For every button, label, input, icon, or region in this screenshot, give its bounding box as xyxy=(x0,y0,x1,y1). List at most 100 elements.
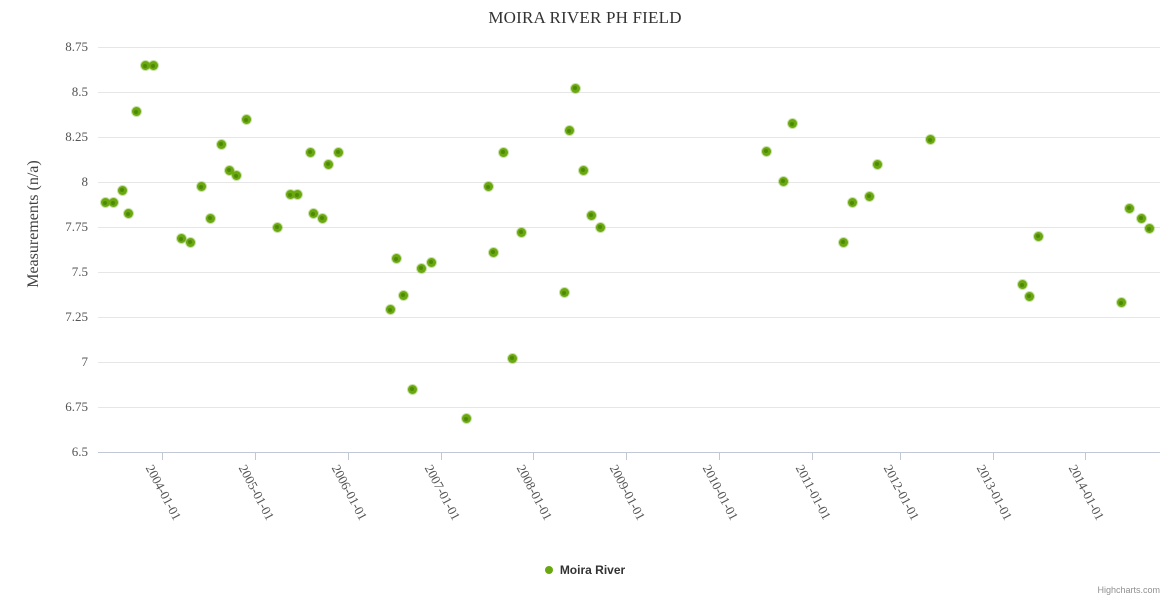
data-point[interactable] xyxy=(131,107,141,117)
x-axis-tick-label: 2004-01-01 xyxy=(142,462,185,523)
data-point[interactable] xyxy=(787,119,797,128)
data-point[interactable] xyxy=(570,83,580,93)
data-point[interactable] xyxy=(761,146,771,156)
data-point[interactable] xyxy=(323,159,333,169)
data-point[interactable] xyxy=(216,139,226,149)
data-point[interactable] xyxy=(100,198,110,208)
x-axis-tick xyxy=(441,453,442,460)
legend-item-label: Moira River xyxy=(559,562,626,577)
x-axis-tick-label: 2009-01-01 xyxy=(606,462,649,523)
data-point[interactable] xyxy=(108,198,118,208)
x-axis-tick-label: 2007-01-01 xyxy=(421,462,464,523)
data-point[interactable] xyxy=(416,263,426,273)
x-axis-tick-label: 2008-01-01 xyxy=(513,462,556,523)
data-point[interactable] xyxy=(498,147,508,157)
data-point[interactable] xyxy=(1116,298,1126,308)
data-point[interactable] xyxy=(847,198,857,208)
data-point[interactable] xyxy=(1024,291,1034,301)
credits-link[interactable]: Highcharts.com xyxy=(1097,585,1160,595)
data-point[interactable] xyxy=(117,185,127,195)
data-point[interactable] xyxy=(333,147,343,157)
data-point[interactable] xyxy=(241,115,251,125)
data-point[interactable] xyxy=(778,176,788,186)
gridline xyxy=(98,362,1160,363)
x-axis-tick-label: 2005-01-01 xyxy=(235,462,278,523)
x-axis-tick-label: 2012-01-01 xyxy=(880,462,923,523)
x-axis-tick xyxy=(162,453,163,460)
data-point[interactable] xyxy=(123,209,133,218)
data-point[interactable] xyxy=(595,222,605,232)
data-point[interactable] xyxy=(1017,280,1027,290)
data-point[interactable] xyxy=(483,182,493,191)
y-axis-tick-label: 8 xyxy=(81,174,89,189)
data-point[interactable] xyxy=(426,257,436,267)
data-point[interactable] xyxy=(308,209,318,218)
gridline xyxy=(98,407,1160,408)
data-point[interactable] xyxy=(140,61,150,71)
data-point[interactable] xyxy=(305,147,315,157)
gridline xyxy=(98,92,1160,93)
data-point[interactable] xyxy=(586,210,596,220)
gridline xyxy=(98,317,1160,318)
data-point[interactable] xyxy=(559,288,569,298)
data-point[interactable] xyxy=(578,165,588,175)
data-point[interactable] xyxy=(196,182,206,191)
data-point[interactable] xyxy=(148,61,158,71)
data-point[interactable] xyxy=(564,126,574,136)
data-point[interactable] xyxy=(461,414,471,424)
y-axis-tick-labels: 8.75 8.5 8.25 8 7.75 7.5 7.25 7 6.75 6.5 xyxy=(0,39,89,459)
data-point[interactable] xyxy=(516,227,526,237)
x-axis-tick-label: 2010-01-01 xyxy=(699,462,742,523)
data-point[interactable] xyxy=(1124,203,1134,213)
x-axis-tick xyxy=(900,453,901,460)
data-point[interactable] xyxy=(1136,213,1146,223)
data-point[interactable] xyxy=(205,213,215,223)
x-axis-tick xyxy=(719,453,720,460)
data-point[interactable] xyxy=(488,247,498,257)
plot-area xyxy=(98,47,1160,453)
gridline xyxy=(98,47,1160,48)
data-point[interactable] xyxy=(317,213,327,223)
legend-marker-icon xyxy=(544,565,553,574)
data-point[interactable] xyxy=(292,190,302,200)
x-axis-tick-label: 2011-01-01 xyxy=(792,462,835,523)
data-point[interactable] xyxy=(231,171,241,181)
x-axis-tick xyxy=(533,453,534,460)
data-point[interactable] xyxy=(272,222,282,232)
data-point[interactable] xyxy=(224,165,234,175)
x-axis-tick-label: 2006-01-01 xyxy=(328,462,371,523)
data-point[interactable] xyxy=(1144,224,1154,234)
y-axis-tick-label: 8.5 xyxy=(71,84,88,99)
data-point[interactable] xyxy=(925,135,935,145)
y-axis-tick-label: 8.75 xyxy=(65,39,88,54)
chart-legend: Moira River xyxy=(0,562,1170,577)
gridline xyxy=(98,137,1160,138)
y-axis-tick-label: 7.25 xyxy=(65,309,88,324)
data-point[interactable] xyxy=(285,190,295,200)
data-point[interactable] xyxy=(864,191,874,201)
x-axis-tick xyxy=(812,453,813,460)
data-point[interactable] xyxy=(391,254,401,263)
y-axis-tick-label: 7.75 xyxy=(65,219,88,234)
data-point[interactable] xyxy=(185,237,195,247)
data-point[interactable] xyxy=(1033,231,1043,241)
gridline xyxy=(98,272,1160,273)
x-axis-tick xyxy=(1085,453,1086,460)
data-point[interactable] xyxy=(507,353,517,363)
chart-title: MOIRA RIVER PH FIELD xyxy=(488,8,682,27)
data-point[interactable] xyxy=(385,305,395,315)
x-axis-tick-label: 2013-01-01 xyxy=(973,462,1016,523)
y-axis-tick-label: 6.5 xyxy=(71,444,88,459)
legend-item-moira-river[interactable]: Moira River xyxy=(544,562,626,577)
data-point[interactable] xyxy=(872,159,882,169)
x-axis-tick xyxy=(255,453,256,460)
data-point[interactable] xyxy=(176,234,186,244)
gridline xyxy=(98,182,1160,183)
y-axis-tick-label: 7 xyxy=(81,354,89,369)
gridline xyxy=(98,227,1160,228)
data-point[interactable] xyxy=(838,237,848,247)
data-point[interactable] xyxy=(407,384,417,394)
data-point[interactable] xyxy=(398,290,408,300)
y-axis-tick-label: 6.75 xyxy=(65,399,88,414)
